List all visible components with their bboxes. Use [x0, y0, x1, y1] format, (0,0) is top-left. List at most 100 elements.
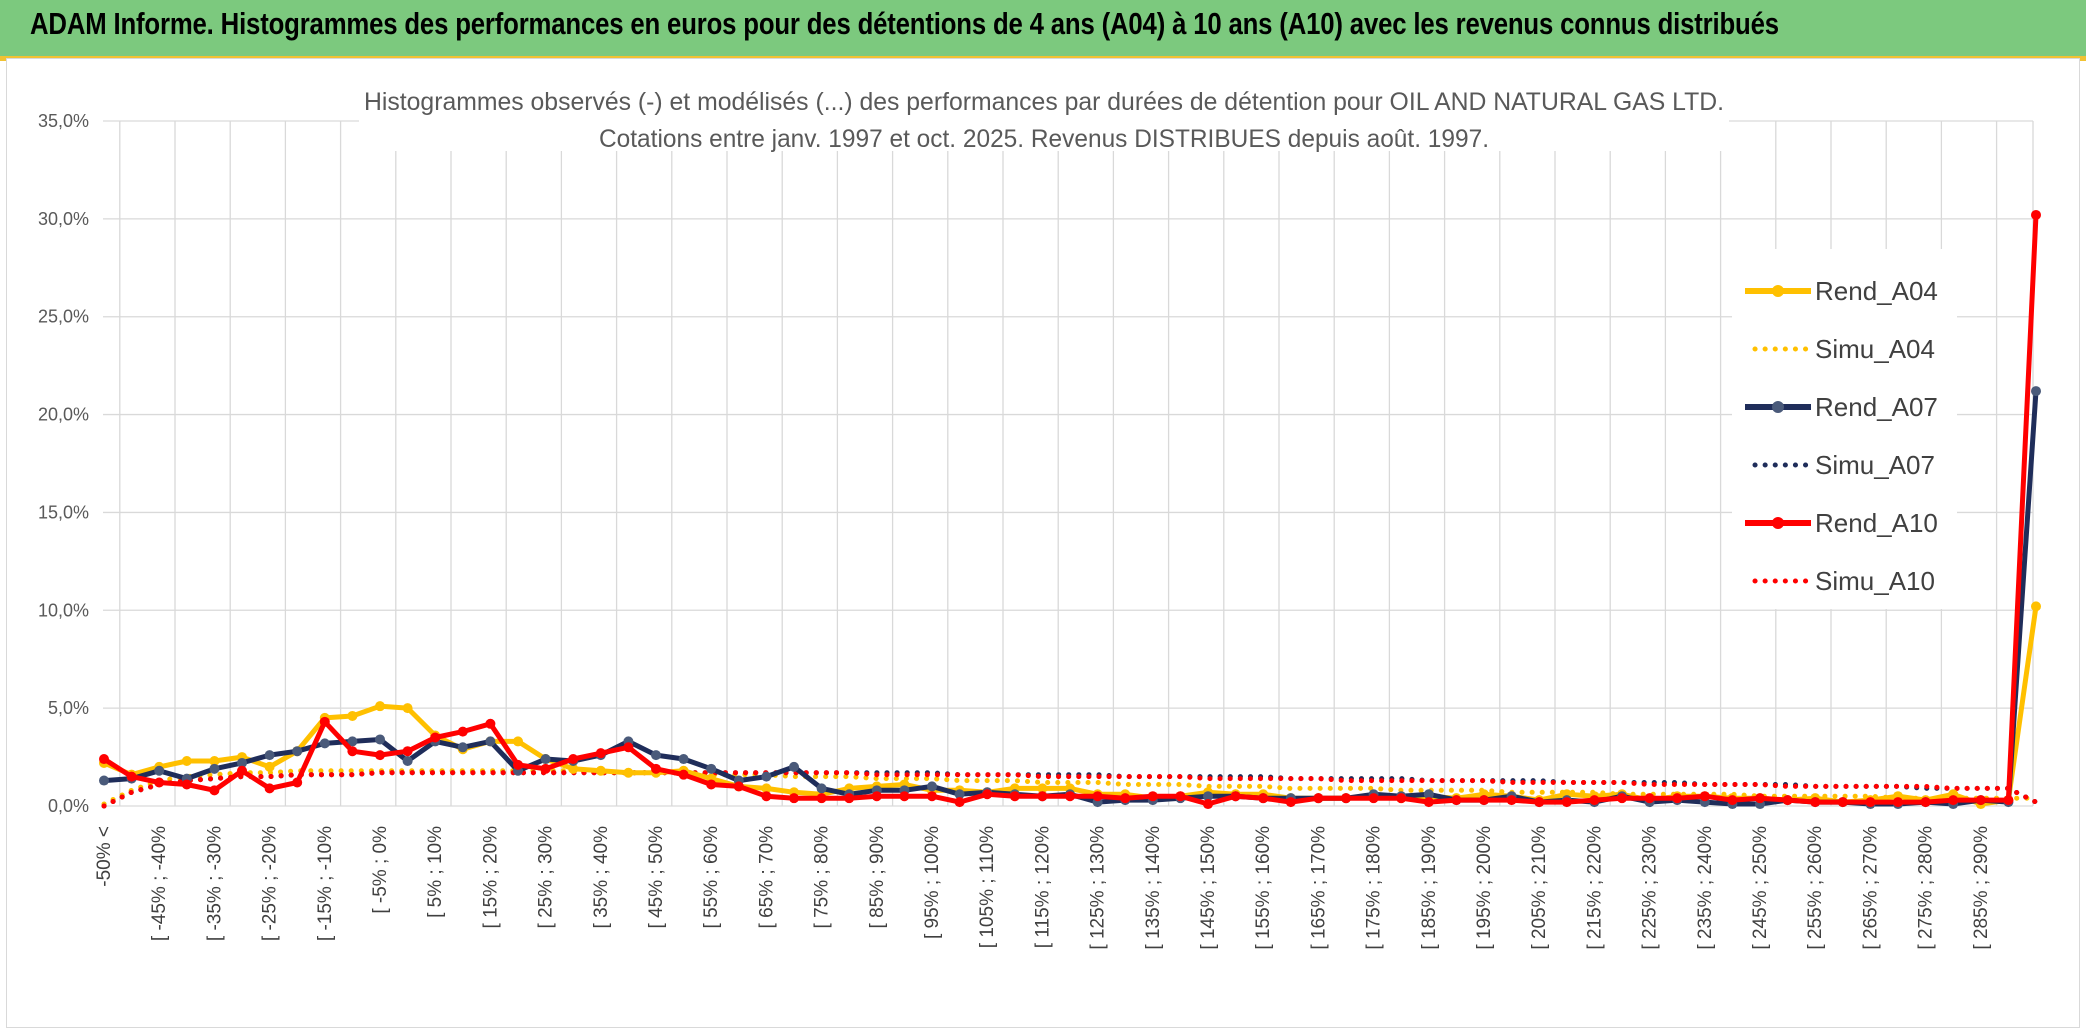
chart-title-bg: [359, 79, 1729, 151]
x-tick-label: [ 155% ; 160%: [1253, 826, 1274, 950]
series-rend-a10-point: [1948, 795, 1959, 806]
header-bar: ADAM Informe. Histogrammes des performan…: [0, 0, 2086, 58]
y-tick-label: 30,0%: [38, 209, 89, 229]
legend-rend-a10-label: Rend_A10: [1815, 508, 1938, 538]
series-rend-a10-point: [181, 779, 192, 790]
x-tick-label: [ 125% ; 130%: [1088, 826, 1109, 950]
series-rend-a07-point: [485, 736, 496, 747]
series-rend-a07-point: [706, 763, 717, 774]
x-tick-label: [ 25% ; 30%: [536, 826, 557, 929]
series-rend-a10-point: [899, 791, 910, 802]
series-rend-a07-point: [99, 775, 109, 786]
x-tick-label: [ 5% ; 10%: [425, 826, 446, 918]
y-tick-label: 0,0%: [48, 796, 89, 816]
x-tick-label: [ -25% ; -20%: [260, 826, 281, 941]
x-tick-label: [ 145% ; 150%: [1198, 826, 1219, 950]
series-rend-a07-point: [651, 750, 661, 761]
series-rend-a07-point: [292, 746, 303, 757]
x-tick-label: [ 265% ; 270%: [1860, 826, 1881, 950]
series-rend-a07-point: [457, 742, 468, 753]
series-rend-a10-point: [568, 754, 579, 765]
series-rend-a04-point: [264, 761, 275, 772]
series-rend-a10-point: [1368, 793, 1379, 804]
x-tick-label: [ -5% ; 0%: [370, 826, 391, 914]
series-rend-a10-point: [485, 718, 496, 729]
x-tick-label: [ 195% ; 200%: [1474, 826, 1495, 950]
series-rend-a10-point: [513, 759, 523, 770]
series-rend-a07-point: [816, 783, 827, 794]
series-rend-a10-point: [1920, 797, 1931, 808]
x-tick-label: [ 185% ; 190%: [1419, 826, 1440, 950]
series-rend-a10-point: [1313, 793, 1324, 804]
series-rend-a10-point: [1699, 791, 1710, 802]
series-rend-a07-point: [761, 771, 772, 782]
series-rend-a10-point: [430, 732, 441, 743]
x-tick-label: [ 165% ; 170%: [1308, 826, 1329, 950]
x-tick-label: [ 225% ; 230%: [1640, 826, 1661, 950]
series-rend-a07-point: [319, 738, 330, 749]
x-axis: -50% < [ -45% ; -40% [ -35% ; -30% [ -25% ;…: [94, 826, 1992, 950]
y-tick-label: 15,0%: [38, 502, 89, 522]
x-tick-label: [ 285% ; 290%: [1971, 826, 1992, 950]
legend-bg: [1732, 249, 1957, 609]
series-rend-a10-point: [347, 746, 358, 757]
series-rend-a10-point: [126, 771, 137, 782]
chart-title-line2: Cotations entre janv. 1997 et oct. 2025.…: [599, 125, 1489, 153]
x-tick-label: [ 55% ; 60%: [701, 826, 722, 929]
series-rend-a07-point: [678, 754, 689, 765]
series-rend-a07-point: [927, 781, 937, 792]
series-rend-a10-point: [927, 791, 937, 802]
x-tick-label: [ 65% ; 70%: [756, 826, 777, 929]
series-rend-a10-point: [816, 793, 827, 804]
x-tick-label: [ -45% ; -40%: [149, 826, 170, 941]
series-rend-a10-point: [1065, 791, 1075, 802]
grid: [103, 120, 2034, 807]
series-rend-a10-point: [1396, 793, 1407, 804]
x-tick-label: [ -15% ; -10%: [315, 826, 336, 941]
series: [99, 209, 2041, 810]
series-rend-a10-point: [623, 742, 634, 753]
series-rend-a10-point: [789, 793, 799, 804]
chart-title-line1: Histogrammes observés (-) et modélisés (…: [364, 88, 1724, 116]
y-tick-label: 25,0%: [38, 307, 89, 327]
series-rend-a10-point: [1092, 791, 1103, 802]
series-rend-a07-point: [1203, 791, 1213, 802]
series-rend-a10-point: [264, 783, 275, 794]
series-rend-a04-point: [568, 763, 579, 774]
series-rend-a07-point: [375, 734, 385, 745]
legend-simu-a10-label: Simu_A10: [1815, 566, 1935, 596]
x-tick-label: [ 15% ; 20%: [480, 826, 501, 929]
series-rend-a10-point: [540, 763, 551, 774]
series-rend-a10-point: [154, 777, 165, 788]
series-rend-a10-point: [1893, 797, 1903, 808]
series-rend-a10-point: [1782, 795, 1793, 806]
series-rend-a10-point: [1147, 791, 1158, 802]
legend-rend-a07-label: Rend_A07: [1815, 392, 1938, 422]
x-tick-label: [ 115% ; 120%: [1032, 826, 1053, 948]
series-simu-a10-line: [101, 770, 2039, 809]
series-rend-a07-point: [237, 757, 247, 768]
series-rend-a10-point: [1672, 793, 1683, 804]
series-rend-a10-point: [292, 777, 303, 788]
series-rend-a07-point: [402, 755, 413, 766]
series-rend-a10-point: [457, 726, 468, 737]
series-rend-a10-point: [209, 785, 220, 796]
series-rend-a10-point: [2031, 209, 2041, 220]
series-rend-a04-point: [2031, 601, 2041, 612]
series-rend-a04-point: [181, 755, 192, 766]
chart-frame: 0,0% 5,0% 10,0% 15,0% 20,0% 25,0% 30,0% 35,0% -…: [6, 58, 2080, 1028]
series-rend-a10-point: [1120, 793, 1131, 804]
x-tick-label: [ -35% ; -30%: [204, 826, 225, 941]
series-rend-a10-point: [1341, 793, 1351, 804]
series-rend-a10-point: [1975, 795, 1986, 806]
legend-rend-a04-marker: [1772, 285, 1784, 297]
x-tick-label: [ 105% ; 110%: [977, 826, 998, 948]
series-rend-a10-point: [651, 763, 661, 774]
x-tick-label: [ 215% ; 220%: [1584, 826, 1605, 950]
header-title: ADAM Informe. Histogrammes des performan…: [30, 6, 1779, 41]
series-rend-a10-point: [871, 791, 882, 802]
x-tick-label: [ 175% ; 180%: [1364, 826, 1385, 950]
legend: Rend_A04 Simu_A04 Rend_A07 Simu_A07 Rend_A10…: [1745, 276, 1938, 596]
series-rend-a10-point: [99, 754, 109, 765]
series-rend-a04-point: [513, 736, 523, 747]
